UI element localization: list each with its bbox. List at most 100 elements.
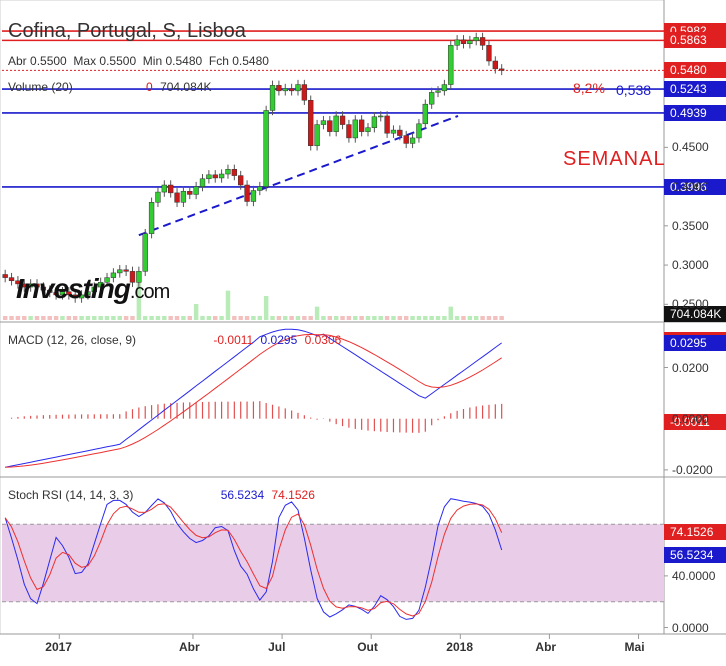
volume-bar — [270, 316, 275, 320]
volume-bar — [117, 316, 122, 320]
macd-signal-line — [5, 333, 502, 468]
candle-body — [263, 110, 269, 187]
volume-bar — [289, 316, 294, 320]
volume-bar — [155, 316, 161, 320]
volume-bar — [149, 316, 154, 320]
candle-body — [148, 202, 155, 234]
volume-bar — [442, 316, 447, 320]
volume-bar — [454, 316, 460, 320]
candle-body — [187, 191, 193, 195]
candle-body — [59, 291, 66, 296]
volume-bar — [327, 316, 333, 320]
macd-line — [5, 328, 502, 468]
trendline — [138, 115, 459, 237]
candle-body — [199, 178, 206, 187]
candle-body — [371, 116, 378, 128]
candle-body — [231, 169, 238, 176]
candle-body — [174, 192, 180, 203]
candle-body — [66, 291, 72, 296]
volume-bar — [283, 316, 288, 320]
volume-bar — [104, 316, 110, 320]
volume-bar — [378, 316, 383, 320]
volume-bar — [181, 316, 186, 320]
volume-bar — [384, 316, 390, 320]
volume-bar — [263, 296, 269, 320]
candle-body — [352, 119, 358, 139]
candle-body — [378, 115, 384, 118]
candle-body — [8, 277, 15, 282]
volume-bar — [232, 316, 237, 320]
volume-bar — [238, 316, 243, 320]
volume-bar — [333, 316, 339, 320]
volume-bar — [251, 316, 256, 320]
volume-bar — [130, 316, 135, 320]
candle-body — [358, 119, 365, 132]
volume-bar — [98, 316, 103, 320]
candle-body — [27, 283, 34, 288]
volume-bar — [397, 316, 403, 320]
candle-body — [136, 271, 142, 283]
candle-body — [479, 37, 486, 46]
candle-body — [129, 271, 136, 283]
volume-bar — [47, 316, 52, 320]
candle-body — [333, 115, 339, 132]
candle-body — [40, 286, 47, 291]
volume-bar — [187, 316, 193, 320]
volume-bar — [79, 316, 84, 320]
volume-bar — [346, 316, 352, 320]
candle-body — [282, 88, 288, 92]
candle-body — [384, 115, 390, 134]
volume-bar — [66, 316, 72, 320]
volume-bar — [213, 316, 218, 320]
candle-body — [142, 233, 148, 272]
volume-bar — [321, 316, 326, 320]
volume-bar — [111, 316, 116, 320]
volume-bar — [85, 316, 91, 320]
volume-bar — [123, 316, 129, 320]
candle-body — [72, 294, 78, 299]
volume-bar — [22, 316, 27, 320]
volume-bar — [60, 316, 65, 320]
candle-body — [168, 184, 174, 194]
volume-bar — [410, 316, 415, 320]
volume-bar — [391, 316, 396, 320]
candle-body — [397, 129, 403, 136]
volume-bar — [142, 316, 148, 320]
volume-bar — [359, 316, 364, 320]
volume-bar — [499, 316, 504, 320]
candle-body — [460, 39, 467, 44]
volume-bar — [429, 316, 434, 320]
candle-body — [346, 124, 352, 139]
volume-bar — [448, 306, 453, 320]
volume-bar — [244, 316, 250, 320]
candle-body — [21, 283, 27, 288]
candle-body — [110, 272, 117, 278]
candle-body — [117, 269, 123, 274]
stoch-rsi-band — [2, 524, 664, 602]
candle-body — [416, 123, 422, 139]
candle-body — [441, 84, 448, 92]
candle-body — [288, 88, 295, 92]
volume-bar — [168, 316, 173, 320]
candle-body — [269, 85, 276, 111]
candle-body — [104, 277, 110, 283]
candle-body — [91, 286, 97, 292]
candle-body — [486, 45, 492, 62]
volume-bar — [174, 316, 180, 320]
candle-body — [276, 85, 282, 92]
candle-body — [53, 292, 59, 296]
candle-body — [250, 190, 257, 202]
volume-bar — [493, 316, 498, 320]
volume-bar — [340, 316, 345, 320]
candle-body — [454, 39, 460, 46]
candle-body — [244, 184, 250, 202]
volume-bar — [225, 290, 231, 320]
candle-body — [78, 294, 85, 299]
candle-body — [320, 120, 327, 125]
volume-bar — [206, 316, 212, 320]
candle-body — [218, 173, 225, 179]
volume-bar — [276, 316, 282, 320]
volume-bar — [486, 316, 492, 320]
volume-bar — [72, 316, 78, 320]
